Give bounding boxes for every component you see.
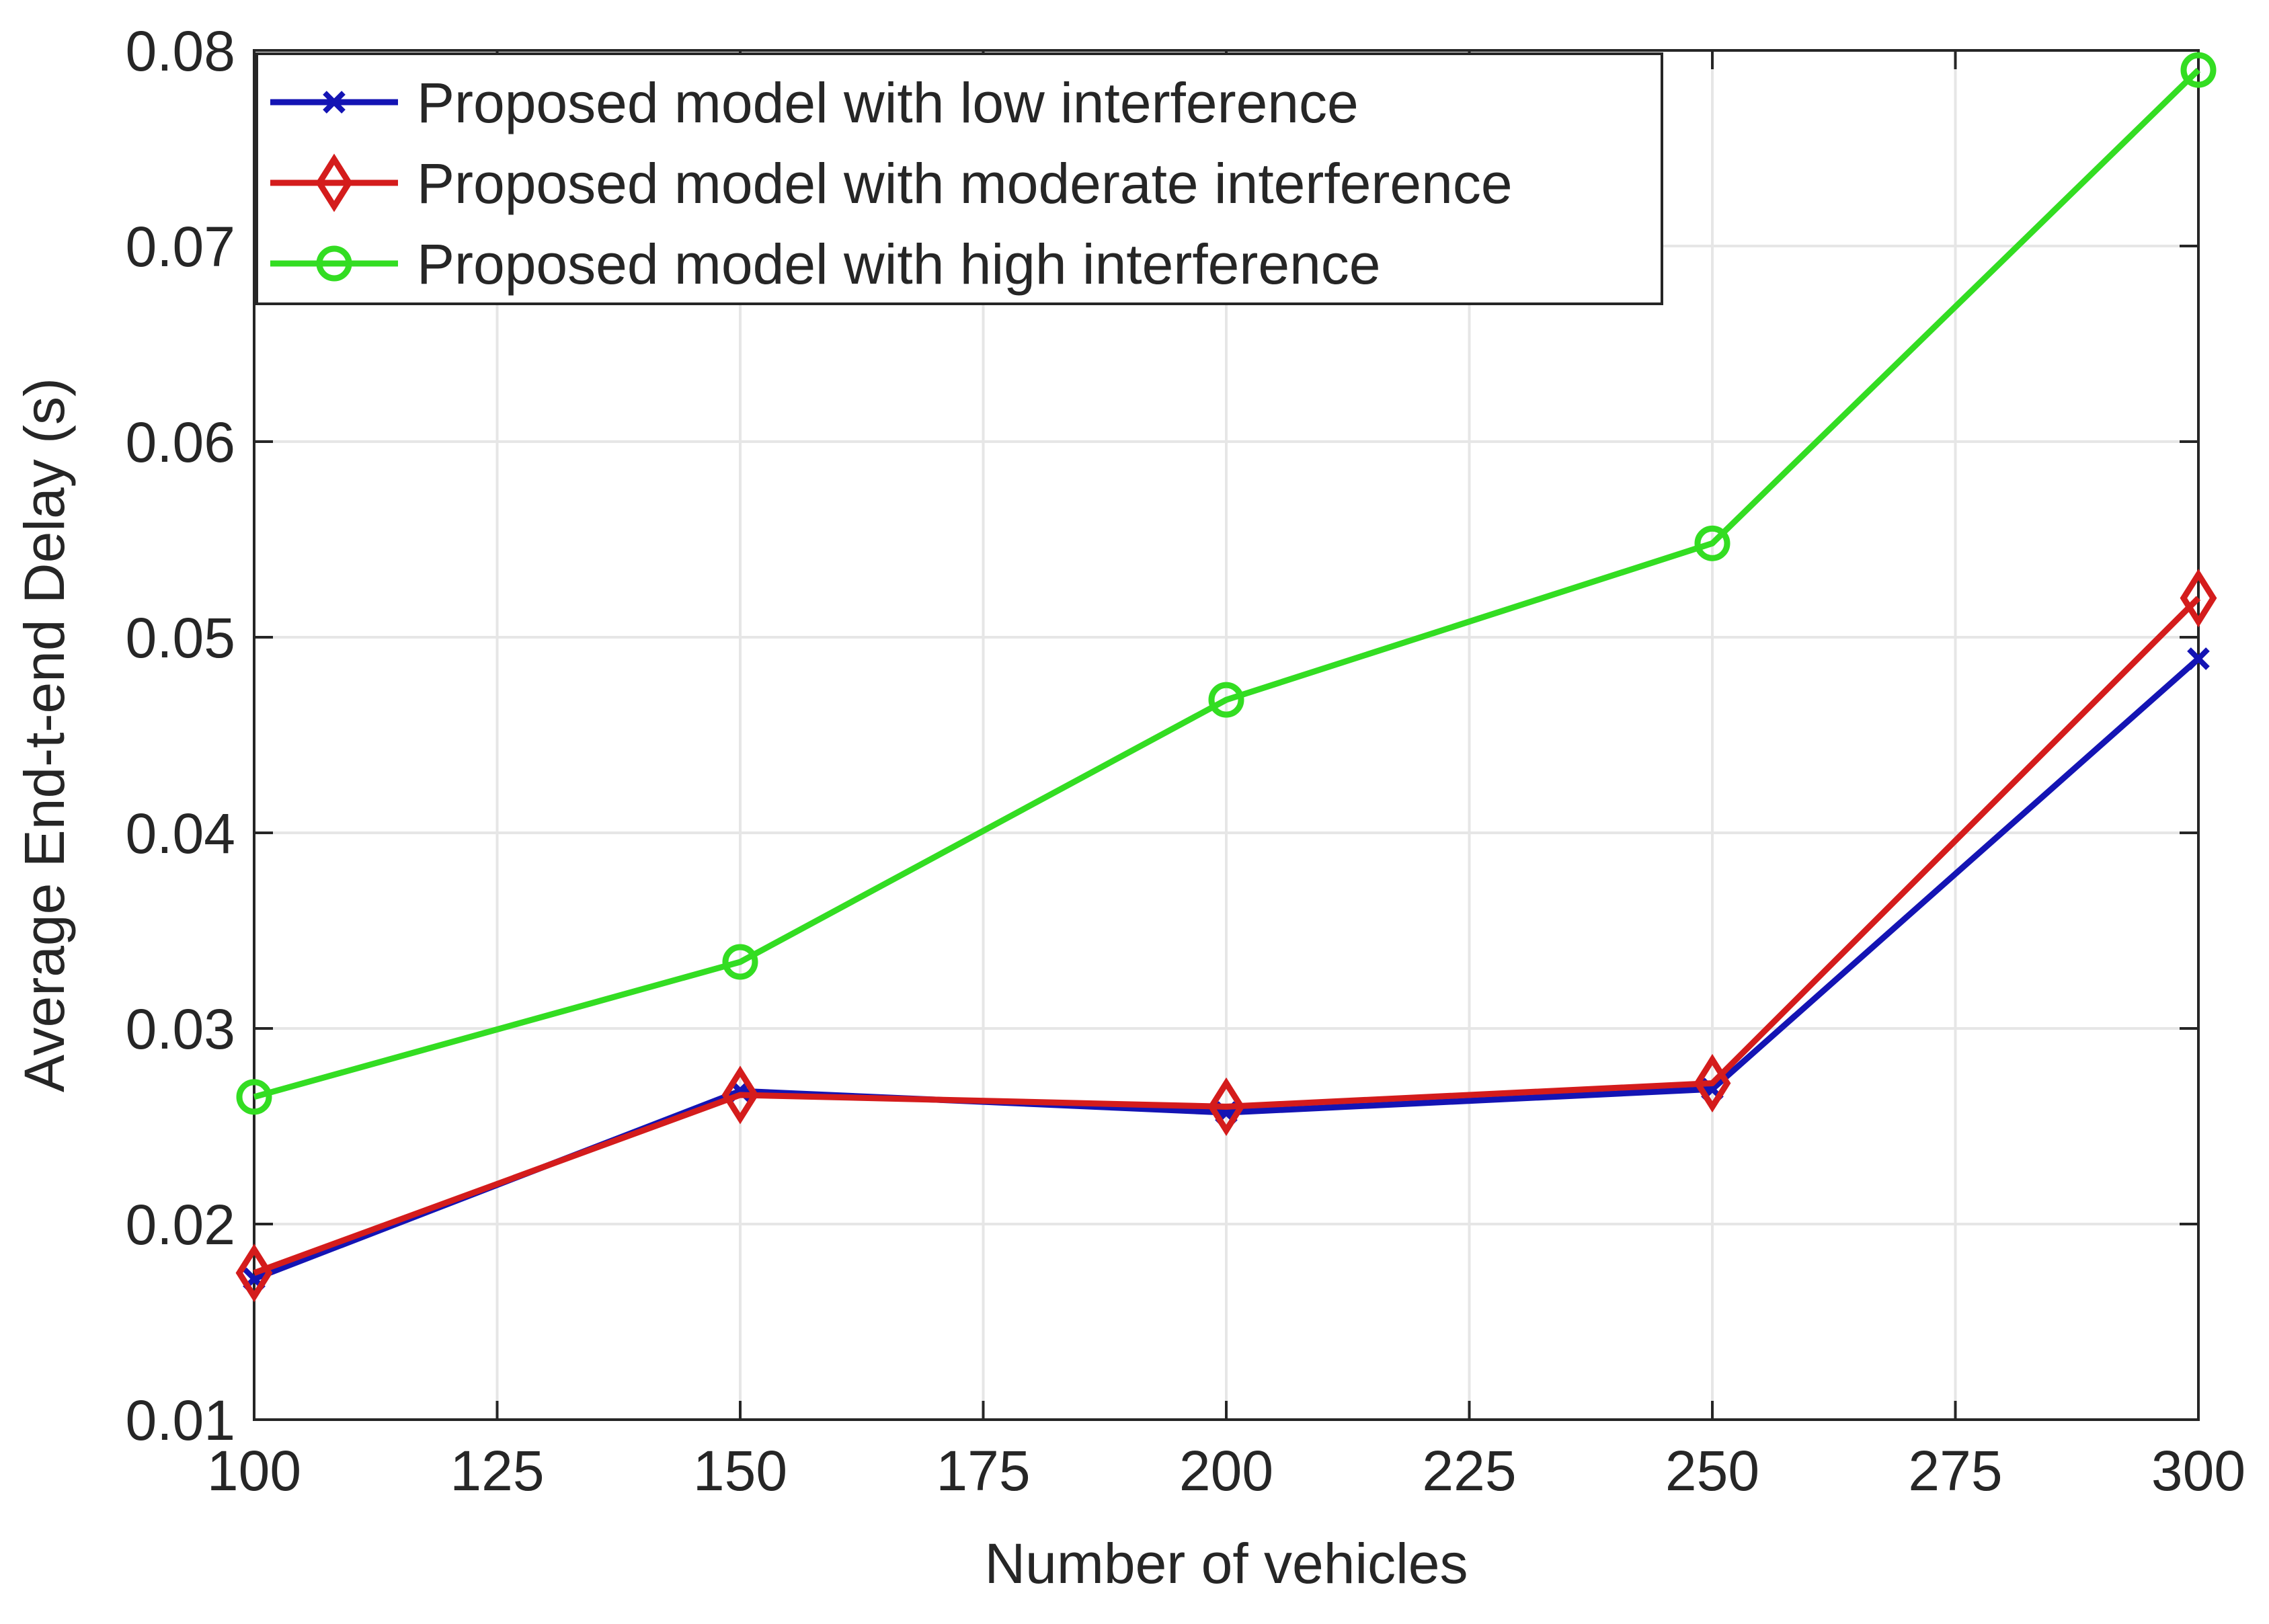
y-axis-label: Average End-t-end Delay (s) [13, 378, 76, 1092]
data-point-1-1 [721, 1065, 759, 1125]
data-point-2-1 [722, 944, 758, 980]
legend-marker-1 [315, 153, 353, 212]
data-point-2-4 [2180, 52, 2217, 88]
data-point-1-0 [235, 1244, 273, 1303]
y-tick-label: 0.06 [126, 411, 236, 474]
y-tick-label: 0.03 [126, 998, 236, 1061]
legend-item-2: Proposed model with high interference [270, 233, 1381, 296]
x-axis-label: Number of vehicles [985, 1532, 1468, 1595]
x-tick-label: 100 [207, 1439, 301, 1502]
x-tick-label: 125 [450, 1439, 544, 1502]
legend-label-1: Proposed model with moderate interferenc… [417, 152, 1513, 215]
x-tick-label: 175 [936, 1439, 1030, 1502]
series-line-1 [253, 596, 2201, 1276]
series-1 [235, 569, 2217, 1303]
y-tick-label: 0.02 [126, 1193, 236, 1256]
legend-item-0: Proposed model with low interference [270, 71, 1359, 134]
legend-item-1: Proposed model with moderate interferenc… [270, 152, 1513, 215]
y-tick-label: 0.07 [126, 215, 236, 278]
series-line-2 [253, 67, 2201, 1100]
x-tick-label: 300 [2151, 1439, 2245, 1502]
y-tick-label: 0.01 [126, 1389, 236, 1452]
data-point-2-2 [1208, 682, 1244, 718]
legend-marker-0 [323, 91, 346, 114]
data-point-2-3 [1694, 525, 1730, 561]
legend-label-2: Proposed model with high interference [417, 233, 1381, 296]
x-tick-label: 150 [693, 1439, 787, 1502]
legend-marker-2 [316, 245, 352, 282]
data-point-1-4 [2180, 569, 2217, 628]
x-tick-label: 200 [1179, 1439, 1273, 1502]
x-tick-label: 275 [1908, 1439, 2002, 1502]
data-point-1-2 [1207, 1077, 1245, 1136]
legend-label-0: Proposed model with low interference [417, 71, 1359, 134]
legend-box [255, 52, 1663, 305]
x-tick-label: 225 [1422, 1439, 1516, 1502]
series-group [235, 52, 2217, 1303]
y-tick-label: 0.08 [126, 19, 236, 83]
data-point-0-4 [2187, 647, 2210, 670]
legend: Proposed model with low interference Prop… [255, 52, 1663, 305]
data-point-1-3 [1694, 1053, 1731, 1113]
x-tick-label: 250 [1665, 1439, 1759, 1502]
ticks: 100 125 150 175 200 225 250 275 300 0.01 0.02 0.03 0… [126, 19, 2246, 1502]
y-tick-label: 0.05 [126, 606, 236, 669]
y-tick-label: 0.04 [126, 802, 236, 865]
series-2 [236, 52, 2217, 1115]
data-point-2-0 [236, 1079, 272, 1115]
